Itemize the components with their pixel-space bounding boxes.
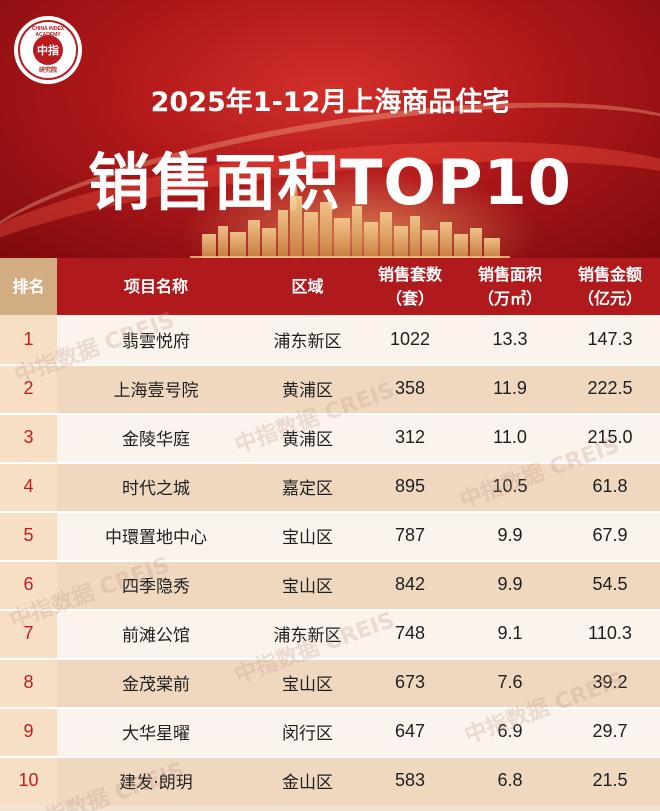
district-cell: 宝山区 xyxy=(282,675,333,695)
city-skyline-illustration xyxy=(190,182,510,258)
project-name-cell: 金茂棠前 xyxy=(122,675,190,695)
area-cell: 9.9 xyxy=(497,525,523,545)
logo-ring: CHINA INDEX ACADEMY 中指 研究院 xyxy=(18,20,78,80)
amount-cell: 29.7 xyxy=(592,721,628,741)
table-row: 4 时代之城 嘉定区 895 10.5 61.8 xyxy=(0,462,660,511)
table-row: 6 四季隐秀 宝山区 842 9.9 54.5 xyxy=(0,560,660,609)
area-cell: 11.9 xyxy=(493,378,527,398)
table-header-row: 排名 项目名称 区域 销售套数 （套） 销售面积 （万㎡） 销售金额 （亿元） xyxy=(0,258,660,315)
project-name-cell: 四季隐秀 xyxy=(122,577,190,597)
units-cell: 647 xyxy=(394,721,426,741)
table-row: 2 上海壹号院 黄浦区 358 11.9 222.5 xyxy=(0,364,660,413)
district-cell: 金山区 xyxy=(282,773,333,793)
project-name-cell: 时代之城 xyxy=(122,479,190,499)
row-divider xyxy=(0,462,660,464)
rank-cell: 6 xyxy=(0,560,57,609)
row-divider xyxy=(0,609,660,611)
amount-cell: 61.8 xyxy=(592,476,628,496)
logo-sub-text: 研究院 xyxy=(38,67,57,74)
project-name-cell: 建发·朗玥 xyxy=(119,773,193,793)
china-index-academy-logo: CHINA INDEX ACADEMY 中指 研究院 xyxy=(14,16,82,84)
column-header-project: 项目名称 xyxy=(57,258,255,315)
units-cell: 895 xyxy=(394,476,426,496)
district-cell: 嘉定区 xyxy=(282,479,333,499)
logo-ring-text: CHINA INDEX ACADEMY xyxy=(31,26,65,38)
column-header-district: 区域 xyxy=(255,258,360,315)
district-cell: 宝山区 xyxy=(282,528,333,548)
table-row: 7 前滩公馆 浦东新区 748 9.1 110.3 xyxy=(0,609,660,658)
rank-cell: 8 xyxy=(0,658,57,707)
row-divider xyxy=(0,560,660,562)
rank-cell: 1 xyxy=(0,315,57,364)
column-header-units: 销售套数 （套） xyxy=(360,258,460,315)
amount-cell: 147.3 xyxy=(587,329,633,349)
logo-center: 中指 xyxy=(33,35,63,65)
units-cell: 673 xyxy=(394,672,426,692)
project-name-cell: 上海壹号院 xyxy=(113,381,199,401)
column-header-area: 销售面积 （万㎡） xyxy=(460,258,560,315)
area-cell: 6.8 xyxy=(497,770,523,790)
table-row: 8 金茂棠前 宝山区 673 7.6 39.2 xyxy=(0,658,660,707)
project-name-cell: 大华星曜 xyxy=(122,724,190,744)
units-cell: 583 xyxy=(394,770,426,790)
skyline-svg xyxy=(190,184,510,258)
district-cell: 浦东新区 xyxy=(273,626,342,646)
district-cell: 宝山区 xyxy=(282,577,333,597)
table-row: 1 翡雲悦府 浦东新区 1022 13.3 147.3 xyxy=(0,315,660,364)
area-cell: 9.1 xyxy=(497,623,523,643)
rank-cell: 9 xyxy=(0,707,57,756)
units-cell: 842 xyxy=(394,574,426,594)
units-cell: 312 xyxy=(394,427,426,447)
amount-cell: 39.2 xyxy=(592,672,628,692)
amount-cell: 215.0 xyxy=(587,427,633,447)
column-header-amount: 销售金额 （亿元） xyxy=(560,258,660,315)
table-row: 9 大华星曜 闵行区 647 6.9 29.7 xyxy=(0,707,660,756)
district-cell: 闵行区 xyxy=(282,724,333,744)
area-cell: 10.5 xyxy=(492,476,528,496)
row-divider xyxy=(0,707,660,709)
rank-cell: 2 xyxy=(0,364,57,413)
column-header-rank: 排名 xyxy=(0,258,57,315)
units-cell: 787 xyxy=(394,525,426,545)
area-cell: 9.9 xyxy=(497,574,523,594)
rank-cell: 7 xyxy=(0,609,57,658)
project-name-cell: 金陵华庭 xyxy=(122,430,190,450)
amount-cell: 222.5 xyxy=(587,378,633,398)
area-cell: 7.6 xyxy=(497,672,523,692)
row-divider xyxy=(0,364,660,366)
row-divider xyxy=(0,413,660,415)
rank-cell: 4 xyxy=(0,462,57,511)
header-banner: CHINA INDEX ACADEMY 中指 研究院 2025年1-12月上海商… xyxy=(0,0,660,258)
row-divider xyxy=(0,511,660,513)
project-name-cell: 翡雲悦府 xyxy=(122,332,190,352)
amount-cell: 110.3 xyxy=(588,623,632,643)
project-name-cell: 中環置地中心 xyxy=(105,528,207,548)
rank-cell: 3 xyxy=(0,413,57,462)
amount-cell: 67.9 xyxy=(592,525,628,545)
amount-cell: 21.5 xyxy=(592,770,628,790)
project-name-cell: 前滩公馆 xyxy=(122,626,190,646)
rank-cell: 10 xyxy=(0,756,57,805)
units-cell: 1022 xyxy=(389,329,431,349)
table-row: 10 建发·朗玥 金山区 583 6.8 21.5 xyxy=(0,756,660,805)
amount-cell: 54.5 xyxy=(592,574,628,594)
row-divider xyxy=(0,756,660,758)
district-cell: 浦东新区 xyxy=(273,332,342,352)
ranking-table: 排名 项目名称 区域 销售套数 （套） 销售面积 （万㎡） 销售金额 （亿元） … xyxy=(0,258,660,811)
district-cell: 黄浦区 xyxy=(282,381,333,401)
area-cell: 11.0 xyxy=(493,427,527,447)
rank-cell: 5 xyxy=(0,511,57,560)
area-cell: 13.3 xyxy=(492,329,528,349)
district-cell: 黄浦区 xyxy=(282,430,333,450)
area-cell: 6.9 xyxy=(497,721,523,741)
table-row: 5 中環置地中心 宝山区 787 9.9 67.9 xyxy=(0,511,660,560)
units-cell: 748 xyxy=(394,623,426,643)
row-divider xyxy=(0,658,660,660)
page-subtitle: 2025年1-12月上海商品住宅 xyxy=(150,87,510,118)
table-row: 3 金陵华庭 黄浦区 312 11.0 215.0 xyxy=(0,413,660,462)
units-cell: 358 xyxy=(394,378,426,398)
